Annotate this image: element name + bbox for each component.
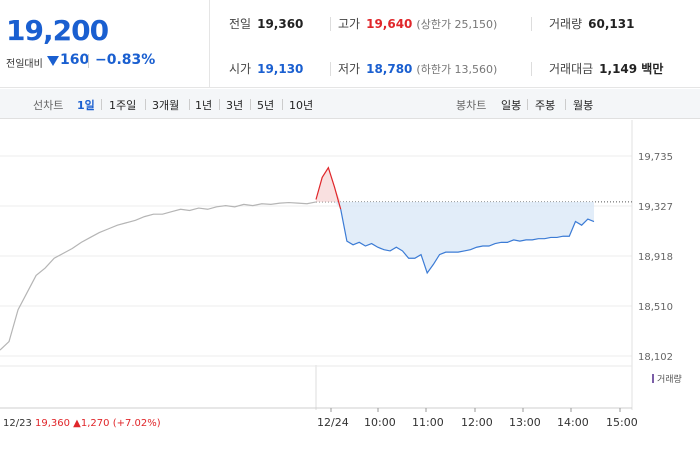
info-open: 시가 19,130 [229,62,304,76]
divider [527,99,528,110]
divider [531,62,532,76]
y-tick-label: 19,327 [638,202,673,213]
above-close-fill [316,167,594,202]
info-low: 저가 18,780 (하한가 13,560) [338,62,498,76]
tab-daily-candle[interactable]: 일봉 [501,99,522,112]
prev-day-note: 12/23 19,360 ▲1,270 (+7.02%) [3,418,161,429]
series-line-above-close [315,166,342,210]
info-volume: 거래량 60,131 [549,17,635,31]
change-value: 160 [60,52,90,68]
info-high: 고가 19,640 (상한가 25,150) [338,17,498,31]
change-percent: −0.83% [95,52,156,68]
series-line-prev-day [0,201,317,351]
down-arrow-icon [47,56,59,66]
divider [330,62,331,76]
y-tick-label: 18,510 [638,302,673,313]
tab-1day[interactable]: 1일 [77,99,95,112]
tab-monthly-candle[interactable]: 월봉 [573,99,594,112]
divider [101,99,102,110]
tab-10year[interactable]: 10년 [289,99,314,112]
tab-5year[interactable]: 5년 [257,99,275,112]
divider [219,99,220,110]
tab-1week[interactable]: 1주일 [109,99,137,112]
change-label: 전일대비 [6,59,43,70]
x-tick-label: 15:00 [606,416,638,429]
divider [531,17,532,31]
series-line-session [340,209,595,275]
y-tick-label: 18,102 [638,352,673,363]
tab-3year[interactable]: 3년 [226,99,244,112]
x-tick-label: 13:00 [509,416,541,429]
price-summary: 19,200 전일대비 160 −0.83% [0,0,210,88]
period-tab-bar: 선차트 1일 1주일 3개월 1년 3년 5년 10년 봉차트 일봉 주봉 월봉 [0,89,700,119]
x-tick-label: 14:00 [557,416,589,429]
divider [145,99,146,110]
candle-chart-label: 봉차트 [456,99,487,112]
tab-3month[interactable]: 3개월 [152,99,180,112]
line-chart-label: 선차트 [33,99,64,112]
x-tick-label: 10:00 [364,416,396,429]
divider [330,17,331,31]
y-tick-label: 18,918 [638,252,673,263]
y-tick-label: 19,735 [638,152,673,163]
divider [250,99,251,110]
divider [189,99,190,110]
info-prev-close: 전일 19,360 [229,17,304,31]
x-tick-label: 12/24 [317,416,349,429]
tab-weekly-candle[interactable]: 주봉 [535,99,556,112]
info-trade-value: 거래대금 1,149 백만 [549,62,664,76]
quote-header: 19,200 전일대비 160 −0.83% 전일 19,360 고가 19,640… [0,0,700,88]
below-close-fill [316,201,594,273]
x-tick-label: 12:00 [461,416,493,429]
x-tick-label: 11:00 [412,416,444,429]
tab-1year[interactable]: 1년 [195,99,213,112]
current-price: 19,200 [6,14,109,47]
volume-legend-label: 거래량 [657,373,682,385]
divider [565,99,566,110]
volume-legend-swatch [652,374,654,383]
divider [282,99,283,110]
divider [88,54,89,68]
